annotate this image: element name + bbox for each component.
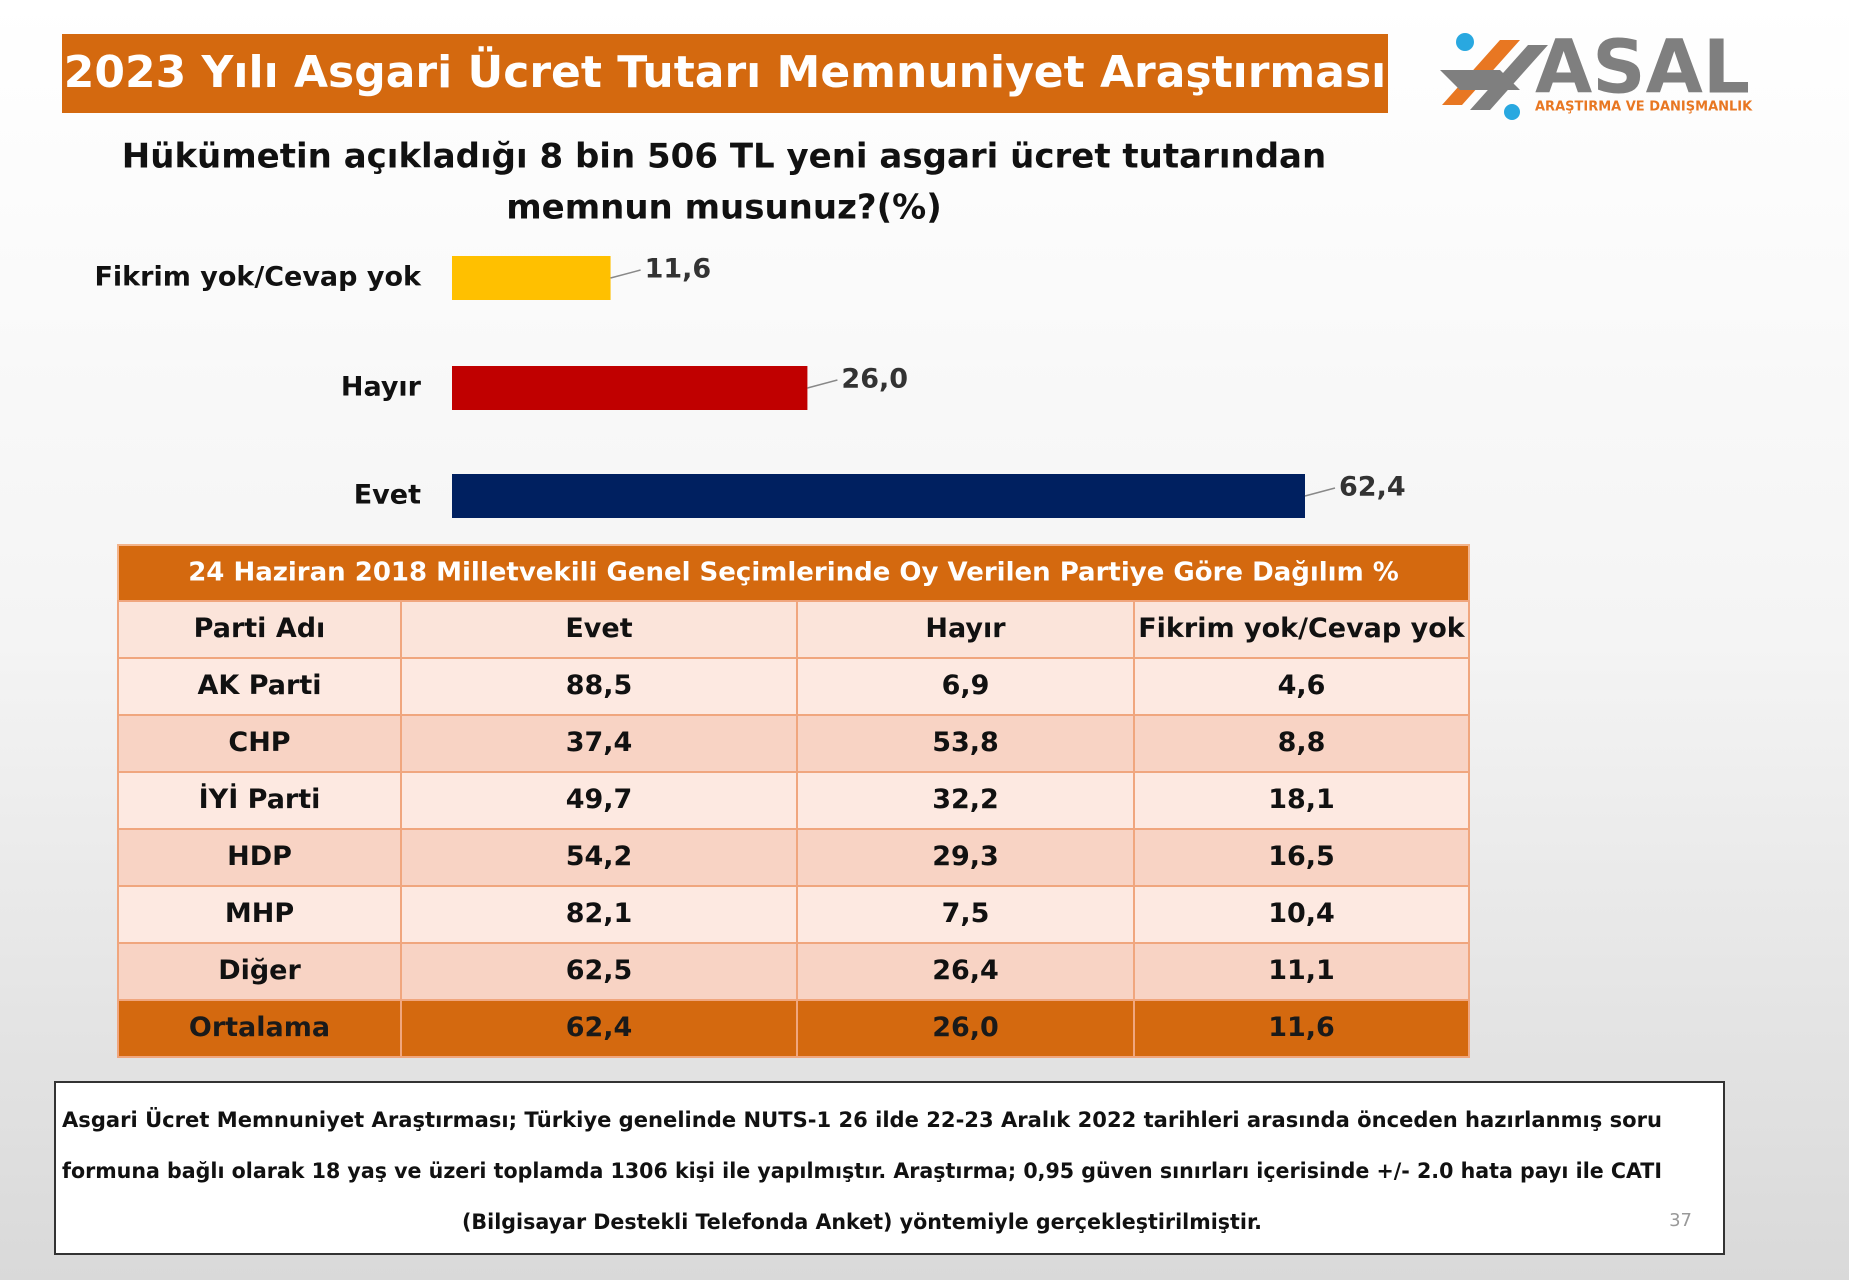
cell-text: Diğer — [218, 955, 301, 986]
value-label: 62,4 — [1339, 472, 1406, 503]
table-cell — [796, 999, 1135, 1058]
column-header: Parti Adı — [194, 613, 326, 644]
table-cell — [796, 885, 1135, 944]
logo-shape — [1470, 45, 1548, 110]
table-cell — [1133, 714, 1470, 773]
logo-dot — [1504, 104, 1520, 120]
cell-text: 4,6 — [1278, 670, 1326, 701]
cell-text: 7,5 — [942, 898, 990, 929]
cell-text: 37,4 — [566, 727, 633, 758]
page-number: 37 — [1669, 1210, 1692, 1231]
category-label: Fikrim yok/Cevap yok — [94, 262, 422, 293]
cell-text: 62,5 — [566, 955, 633, 986]
category-label: Hayır — [341, 372, 422, 403]
table-cell — [117, 657, 402, 716]
table-cell — [400, 885, 798, 944]
cell-text: 18,1 — [1268, 784, 1335, 815]
table-cell — [117, 999, 402, 1058]
logo-subtitle: ARAŞTIRMA VE DANIŞMANLIK — [1535, 100, 1753, 115]
cell-text: 29,3 — [932, 841, 999, 872]
footer-text: formuna bağlı olarak 18 yaş ve üzeri top… — [62, 1159, 1662, 1183]
bar — [452, 474, 1305, 518]
cell-text: 16,5 — [1268, 841, 1335, 872]
value-label: 26,0 — [841, 364, 908, 395]
cell-text: 54,2 — [566, 841, 633, 872]
cell-text: Ortalama — [189, 1012, 330, 1043]
cell-text: AK Parti — [198, 670, 322, 701]
logo-name: ASAL — [1535, 25, 1750, 111]
cell-text: İYİ Parti — [199, 783, 321, 815]
table-cell — [1133, 828, 1470, 887]
column-header: Evet — [565, 613, 632, 644]
table-cell — [117, 771, 402, 830]
column-header: Hayır — [925, 613, 1006, 644]
cell-text: HDP — [227, 841, 292, 872]
logo-dot — [1456, 33, 1474, 51]
header-title: 2023 Yılı Asgari Ücret Tutarı Memnuniyet… — [64, 45, 1386, 98]
footer-text: (Bilgisayar Destekli Telefonda Anket) yö… — [462, 1210, 1262, 1234]
cell-text: 62,4 — [566, 1012, 633, 1043]
cell-text: 8,8 — [1278, 727, 1326, 758]
table-cell — [1133, 771, 1470, 830]
leader-line — [807, 379, 838, 389]
table-title: 24 Haziran 2018 Milletvekili Genel Seçim… — [188, 558, 1399, 588]
cell-text: 26,0 — [932, 1012, 999, 1043]
table-title-bar — [117, 544, 1470, 602]
chart-title: Hükümetin açıkladığı 8 bin 506 TL yeni a… — [122, 137, 1326, 177]
table-cell — [1133, 885, 1470, 944]
column-header: Fikrim yok/Cevap yok — [1138, 613, 1466, 644]
leader-line — [1304, 487, 1336, 497]
cell-text: 88,5 — [566, 670, 633, 701]
cell-text: 82,1 — [566, 898, 633, 929]
table-cell — [1133, 999, 1470, 1058]
cell-text: 53,8 — [932, 727, 999, 758]
logo: ASAL ARAŞTIRMA VE DANIŞMANLIK — [1440, 25, 1753, 120]
footer-text: Asgari Ücret Memnuniyet Araştırması; Tür… — [62, 1107, 1662, 1132]
leader-line — [610, 269, 641, 279]
table-cell — [1133, 942, 1470, 1001]
category-label: Evet — [354, 480, 421, 511]
table-cell — [796, 657, 1135, 716]
value-label: 11,6 — [645, 254, 712, 285]
table-cell — [796, 600, 1135, 659]
cell-text: 6,9 — [942, 670, 990, 701]
bar — [452, 256, 611, 300]
cell-text: 11,6 — [1268, 1012, 1335, 1043]
table-cell — [1133, 600, 1470, 659]
cell-text: 26,4 — [932, 955, 999, 986]
bar — [452, 366, 808, 410]
chart-title: memnun musunuz?(%) — [506, 188, 942, 228]
cell-text: MHP — [225, 898, 294, 929]
cell-text: CHP — [228, 727, 290, 758]
cell-text: 32,2 — [932, 784, 999, 815]
cell-text: 10,4 — [1268, 898, 1335, 929]
table-cell — [400, 771, 798, 830]
header-bar — [62, 34, 1388, 113]
cell-text: 11,1 — [1268, 955, 1335, 986]
table-cell — [1133, 657, 1470, 716]
logo-shape — [1440, 70, 1520, 90]
footer-box — [54, 1081, 1725, 1255]
table-cell — [400, 657, 798, 716]
cell-text: 49,7 — [566, 784, 633, 815]
table-cell — [400, 828, 798, 887]
